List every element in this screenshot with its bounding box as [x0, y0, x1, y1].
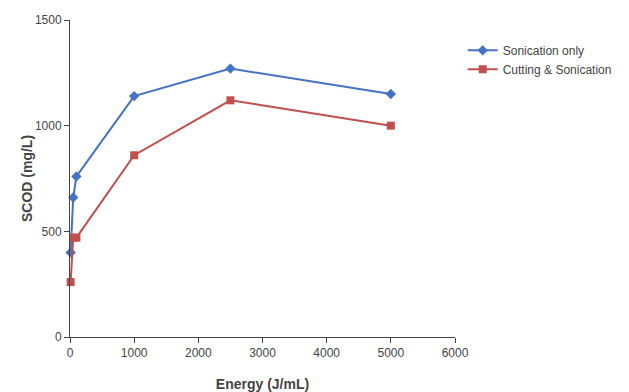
svg-text:500: 500 [42, 225, 62, 239]
svg-text:6000: 6000 [442, 346, 469, 360]
svg-text:4000: 4000 [313, 346, 340, 360]
svg-text:0: 0 [67, 346, 74, 360]
svg-text:Energy (J/mL): Energy (J/mL) [216, 376, 309, 392]
svg-text:0: 0 [55, 330, 62, 344]
svg-text:1000: 1000 [121, 346, 148, 360]
svg-text:Sonication only: Sonication only [503, 44, 584, 58]
svg-text:1000: 1000 [35, 119, 62, 133]
svg-text:SCOD (mg/L): SCOD (mg/L) [19, 135, 35, 222]
svg-text:2000: 2000 [185, 346, 212, 360]
svg-text:3000: 3000 [249, 346, 276, 360]
svg-text:Cutting & Sonication: Cutting & Sonication [503, 63, 612, 77]
svg-text:1500: 1500 [35, 13, 62, 27]
svg-text:5000: 5000 [377, 346, 404, 360]
